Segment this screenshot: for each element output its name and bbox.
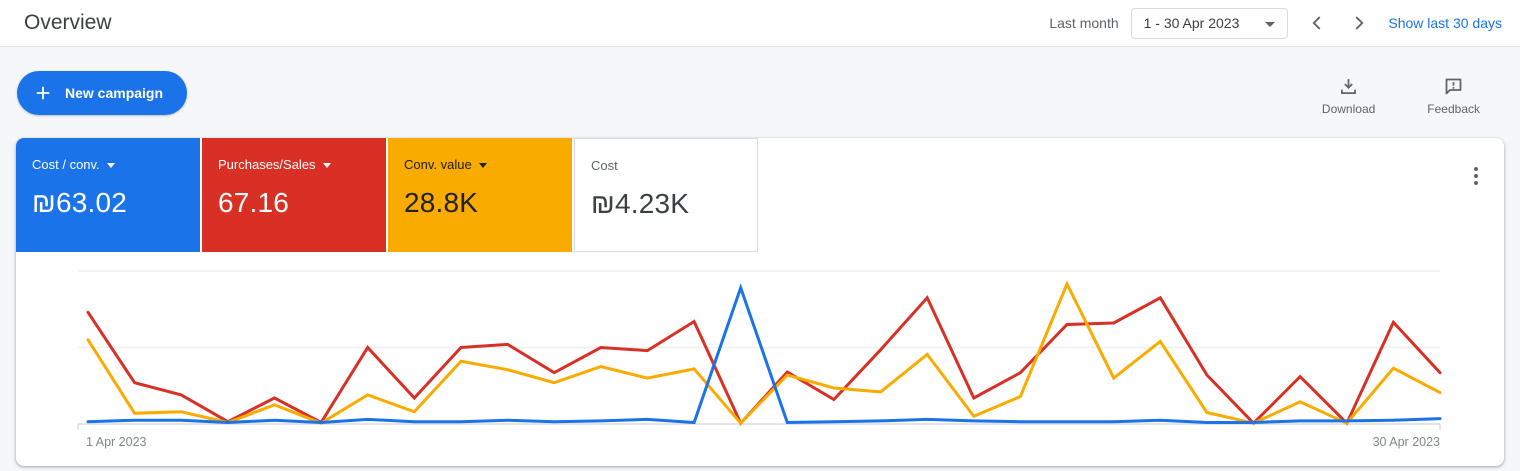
metric-value: ₪63.02 [32,187,128,218]
feedback-icon [1445,78,1462,95]
chart-area: 1 Apr 2023 30 Apr 2023 [16,252,1504,466]
dropdown-caret-icon [478,163,487,168]
metric-label-text: Cost [591,158,618,173]
kebab-menu-icon [1474,167,1478,171]
metric-card-conv-value[interactable]: Conv. value 28.8K [388,138,572,252]
download-icon [1341,79,1357,94]
metric-label: Cost [591,158,741,173]
overview-panel: Cost / conv. ₪63.02 Purchases/Sales 67.1… [16,138,1504,466]
metric-label-text: Conv. value [404,157,472,172]
chart-line-conv-value [86,280,1442,426]
download-button[interactable]: Download [1316,75,1381,117]
metric-label-text: Cost / conv. [32,157,100,172]
metric-label: Cost / conv. [32,157,184,172]
metric-value: ₪4.23K [591,188,690,219]
new-campaign-button[interactable]: New campaign [17,71,188,115]
toolbar-row: New campaign Download Feedback [0,47,1520,138]
metric-label: Conv. value [404,157,556,172]
date-range-label: Last month [1049,15,1119,31]
feedback-button[interactable]: Feedback [1421,75,1486,117]
show-last-30-days-link[interactable]: Show last 30 days [1388,15,1502,31]
overview-chart[interactable]: 1 Apr 2023 30 Apr 2023 [16,252,1504,466]
x-axis-label: 30 Apr 2023 [1373,435,1440,449]
dropdown-caret-icon [106,163,115,168]
dropdown-caret-icon [322,163,331,168]
feedback-label: Feedback [1427,102,1480,116]
metric-card-purchases-sales[interactable]: Purchases/Sales 67.16 [202,138,386,252]
chart-line-cost-conv- [86,283,1442,425]
metric-card-cost-per-conv[interactable]: Cost / conv. ₪63.02 [16,138,200,252]
more-options-button[interactable] [1468,162,1484,190]
metric-cards-row: Cost / conv. ₪63.02 Purchases/Sales 67.1… [16,138,1504,252]
metric-label-text: Purchases/Sales [218,157,316,172]
metric-value: 28.8K [404,187,479,218]
chart-line-purchases-sales [86,295,1442,426]
date-range-controls: Last month 1 - 30 Apr 2023 Show last 30 … [1049,7,1502,39]
date-range-select[interactable]: 1 - 30 Apr 2023 [1130,7,1289,39]
date-range-value: 1 - 30 Apr 2023 [1143,15,1240,31]
download-label: Download [1321,102,1376,116]
topbar: Overview Last month 1 - 30 Apr 2023 Show… [0,0,1520,47]
chevron-down-icon [1265,21,1276,27]
kebab-menu-icon [1474,181,1478,185]
metric-label: Purchases/Sales [218,157,370,172]
chevron-left-icon [1312,16,1321,30]
previous-period-button[interactable] [1304,10,1330,36]
x-axis-label: 1 Apr 2023 [86,435,147,449]
new-campaign-label: New campaign [65,85,164,101]
metric-card-cost[interactable]: Cost ₪4.23K [574,138,758,252]
kebab-menu-icon [1474,174,1478,178]
side-tools: Download Feedback [1316,71,1486,117]
next-period-button[interactable] [1346,10,1372,36]
metric-value: 67.16 [218,187,290,218]
chevron-right-icon [1355,16,1364,30]
page-title: Overview [24,11,112,34]
plus-icon [36,86,50,100]
